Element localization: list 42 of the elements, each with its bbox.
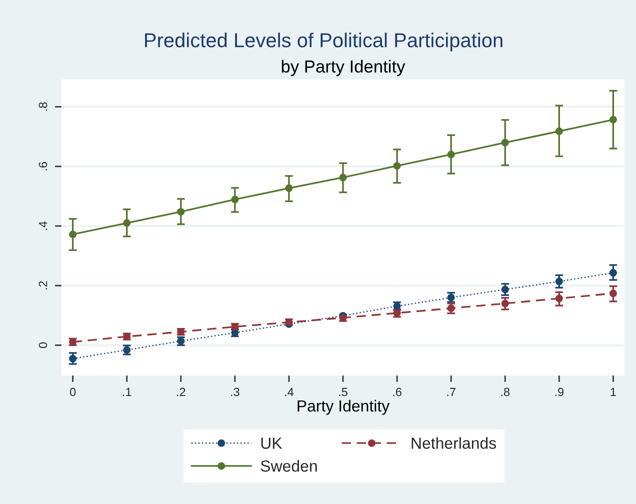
point — [555, 128, 563, 136]
point — [447, 304, 455, 312]
point — [609, 290, 617, 298]
x-tick-label: .9 — [555, 388, 564, 396]
x-tick-label: .8 — [501, 388, 510, 396]
x-tick-label: .5 — [339, 388, 348, 396]
x-tick-label: 1 — [610, 388, 616, 396]
legend-label: UK — [261, 438, 282, 449]
x-axis-title: Party Identity — [298, 400, 390, 415]
x-tick-label: .7 — [447, 388, 456, 396]
point — [609, 269, 617, 277]
point — [177, 208, 185, 216]
x-tick-label: 0 — [70, 388, 76, 396]
point — [609, 116, 617, 124]
point — [555, 294, 563, 302]
x-tick-label: .4 — [285, 388, 294, 396]
point — [501, 138, 509, 146]
legend-label: Sweden — [260, 460, 317, 472]
point — [339, 174, 347, 182]
point — [69, 354, 77, 362]
legend-label: Netherlands — [412, 437, 496, 449]
x-tick-label: .3 — [231, 388, 240, 396]
chart-title: Predicted Levels of Political Participation — [145, 32, 502, 52]
y-tick-label: 0 — [38, 342, 48, 348]
point — [393, 162, 401, 170]
point — [501, 286, 509, 294]
x-tick-label: .6 — [393, 388, 402, 396]
point — [501, 300, 509, 308]
chart-subtitle: by Party Identity — [282, 60, 406, 76]
y-tick-label: .2 — [38, 281, 48, 290]
point — [555, 278, 563, 286]
point — [123, 219, 131, 227]
x-tick-label: .2 — [177, 388, 186, 396]
point — [285, 184, 293, 192]
y-tick-label: .8 — [38, 102, 48, 111]
point — [231, 196, 239, 204]
x-tick-label: .1 — [123, 388, 132, 396]
point — [447, 294, 455, 302]
point — [447, 150, 455, 158]
y-tick-label: .4 — [38, 221, 48, 230]
point — [69, 230, 77, 238]
y-tick-label: .6 — [38, 162, 48, 170]
